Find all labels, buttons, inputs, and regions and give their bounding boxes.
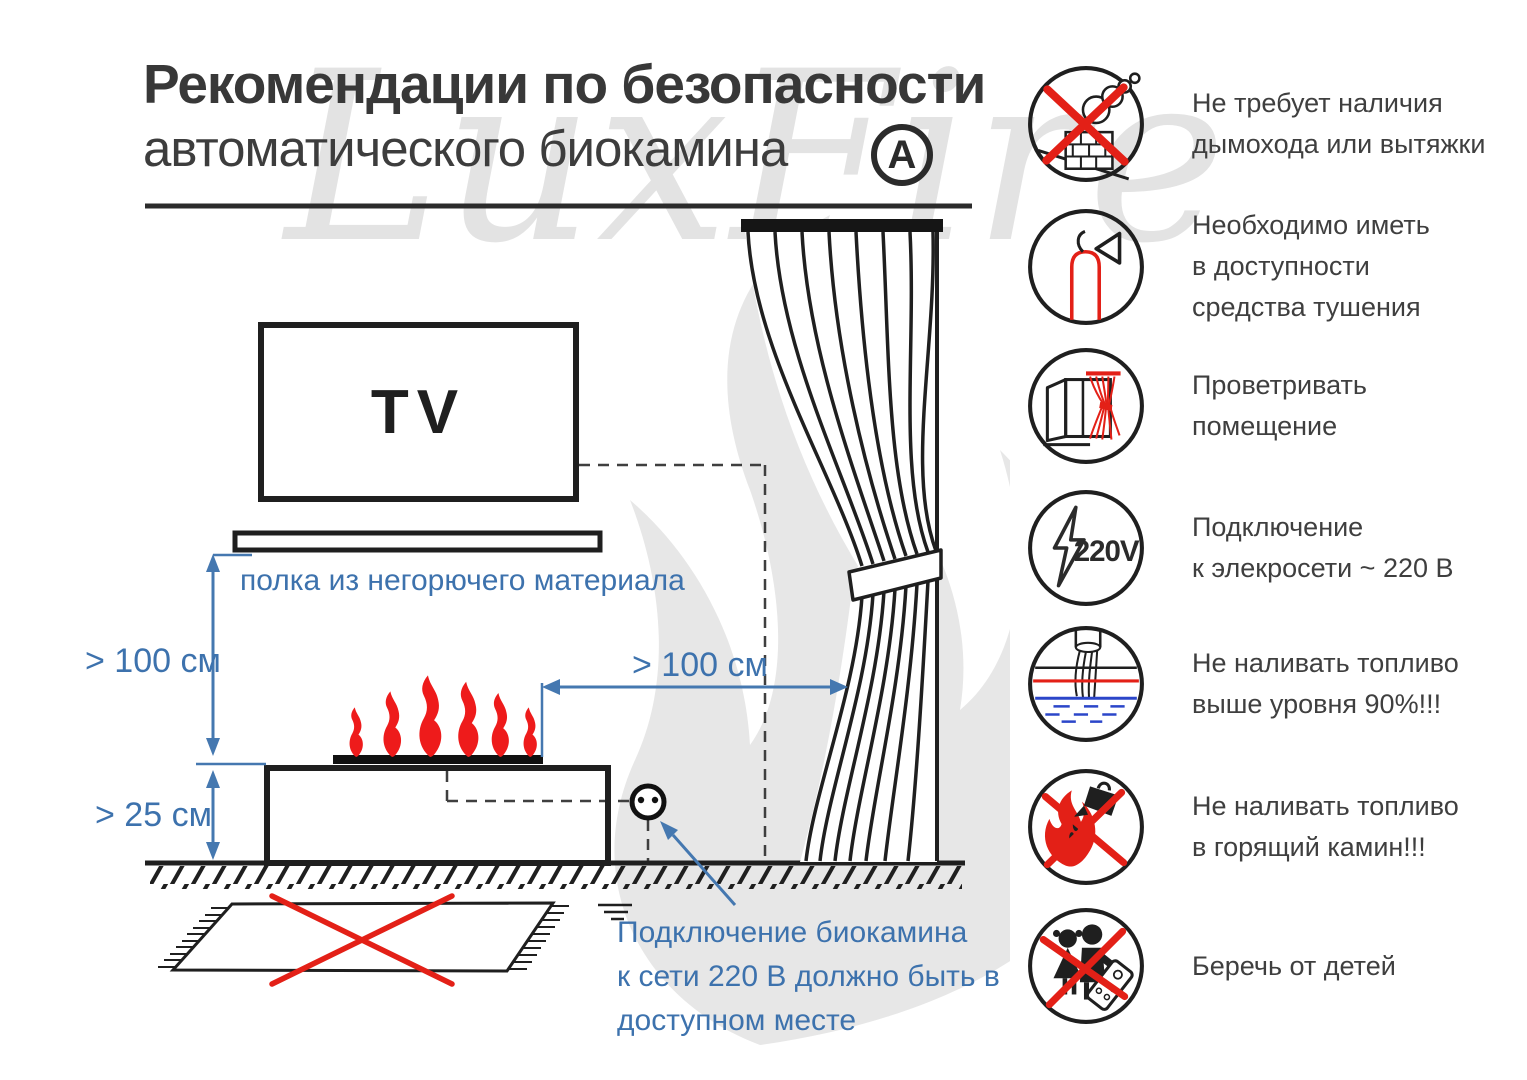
fire-extinguisher-icon: [1028, 208, 1144, 325]
curtain-folds: [746, 231, 938, 862]
no-refill-burning-icon: [1028, 769, 1144, 885]
page-title-line2: автоматического биокамина: [143, 120, 788, 177]
shelf: [232, 530, 603, 553]
safety-item-children: Беречь от детей: [1025, 905, 1396, 1027]
safety-text: Не наливать топливо в горящий камин!!!: [1192, 791, 1459, 862]
socket-pin-right: [651, 796, 659, 804]
floor-hatching: [150, 866, 962, 889]
safety-text: Не наливать топливо выше уровня 90%!!!: [1192, 648, 1459, 719]
safety-text: Беречь от детей: [1192, 950, 1396, 981]
safety-item-ventilate: Проветривать помещение: [1025, 345, 1367, 467]
no-chimney-icon: [1028, 66, 1144, 182]
automatic-badge: A: [871, 124, 933, 186]
power-socket: [629, 783, 667, 821]
tv-label: TV: [370, 377, 467, 447]
safety-item-extinguisher: Необходимо иметь в доступности средства …: [1025, 205, 1430, 328]
safety-text: Проветривать помещение: [1192, 370, 1367, 441]
socket-access-note: Подключение биокамина к сети 220 В должн…: [617, 916, 1000, 1037]
safety-item-no-chimney: Не требует наличия дымохода или вытяжки: [1025, 63, 1485, 185]
carpet-red-cross: [269, 893, 455, 987]
socket-pointer-arrow: [660, 821, 737, 906]
safety-item-fuel-level: Не наливать топливо выше уровня 90%!!!: [1025, 623, 1459, 745]
socket-pin-left: [637, 796, 645, 804]
room-diagram: [145, 203, 1010, 1045]
fire-flames: [349, 675, 537, 757]
dimension-lines: [196, 553, 848, 860]
safety-text: Не требует наличия дымохода или вытяжки: [1192, 88, 1486, 159]
fireplace-wiring-dashed-line: [445, 771, 650, 861]
ground-step-mark: [598, 903, 632, 921]
safety-item-power: 220V Подключение к элекросети ~ 220 В: [1025, 487, 1454, 609]
dimension-to-curtain: > 100 см: [632, 646, 768, 684]
burner-plate: [333, 755, 543, 764]
badge-letter: A: [887, 132, 917, 177]
safety-item-no-refill: Не наливать топливо в горящий камин!!!: [1025, 766, 1459, 888]
shelf-material-note: полка из негорючего материала: [240, 564, 685, 597]
curtain-rod: [741, 219, 943, 232]
power-220v-icon: 220V: [1028, 490, 1144, 606]
fireplace-body: [264, 765, 611, 866]
keep-from-children-icon: [1028, 908, 1144, 1024]
tv-clearance-dashed-line: [579, 463, 767, 861]
safety-text: Необходимо иметь в доступности средства …: [1192, 210, 1430, 322]
page-title-line1: Рекомендации по безопасности: [143, 53, 986, 115]
dimension-floor-to-top: > 25 см: [95, 796, 212, 834]
curtain-tieback: [847, 548, 943, 602]
tv-outline: [258, 322, 579, 502]
dimension-shelf-to-flame: > 100 см: [85, 642, 221, 680]
voltage-label: 220V: [1074, 535, 1140, 568]
ventilate-window-icon: [1028, 348, 1144, 464]
carpet-fringe: [158, 905, 569, 970]
safety-text: Подключение к элекросети ~ 220 В: [1192, 512, 1454, 583]
fuel-level-icon: [1028, 626, 1144, 742]
